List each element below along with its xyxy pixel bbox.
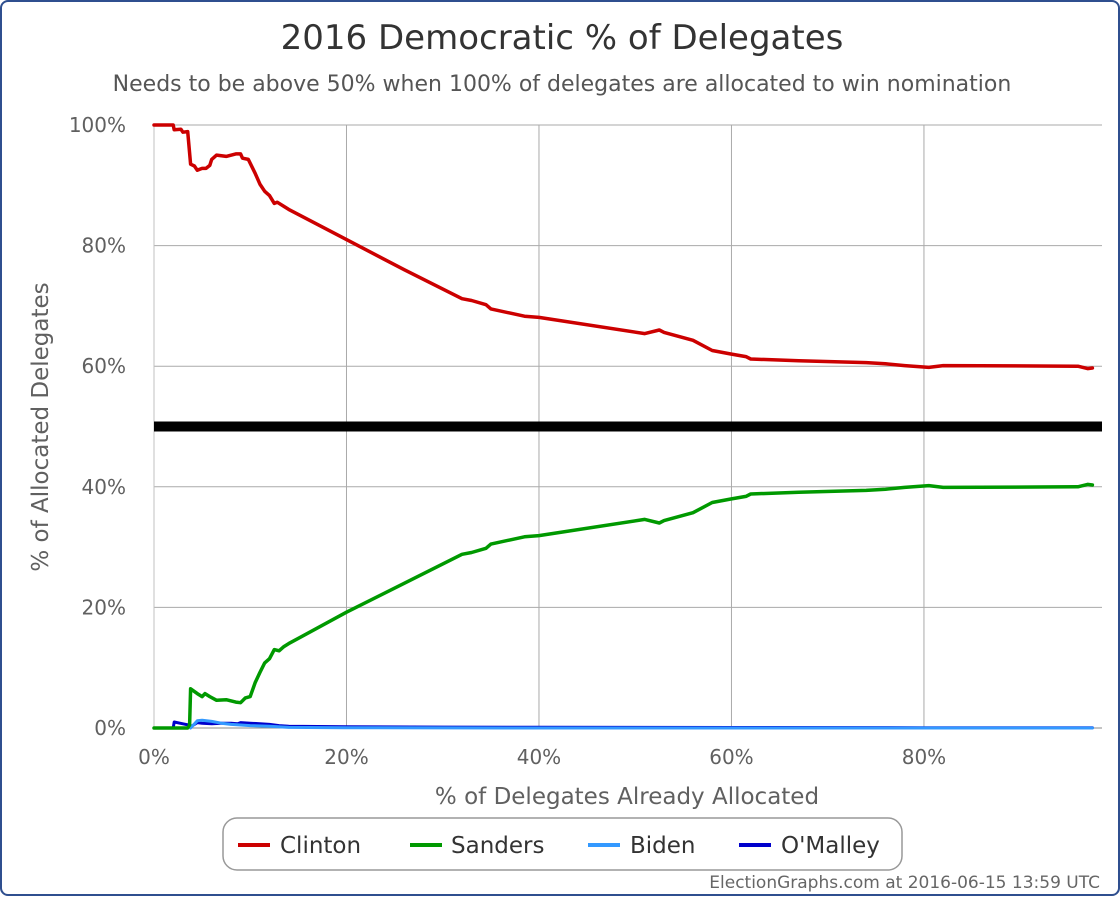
legend-item-omalley[interactable]: O'Malley (739, 833, 880, 859)
plot-area: 0% 20% 40% 60% 80% 100% 0% 20% 40% 60% 80% (69, 113, 1102, 769)
x-tick-label: 0% (138, 745, 170, 769)
y-tick-label: 20% (82, 595, 126, 619)
x-tick-label: 80% (902, 745, 946, 769)
x-tick-label: 20% (324, 745, 368, 769)
series-line-clinton (152, 123, 1095, 371)
chart-title: 2016 Democratic % of Delegates (281, 18, 844, 58)
chart-subtitle: Needs to be above 50% when 100% of deleg… (113, 72, 1012, 97)
x-tick-label: 40% (517, 745, 561, 769)
y-tick-label: 40% (82, 475, 126, 499)
y-axis-title: % of Allocated Delegates (28, 282, 54, 571)
legend: Clinton Sanders Biden O'Malley (222, 817, 903, 871)
legend-label-clinton: Clinton (280, 833, 361, 859)
x-tick-label: 60% (709, 745, 753, 769)
legend-item-sanders[interactable]: Sanders (410, 833, 544, 859)
legend-label-omalley: O'Malley (781, 833, 880, 859)
legend-item-biden[interactable]: Biden (588, 833, 696, 859)
legend-label-sanders: Sanders (451, 833, 544, 859)
y-tick-label: 60% (82, 354, 126, 378)
y-tick-label: 0% (94, 716, 126, 740)
legend-label-biden: Biden (630, 833, 696, 859)
legend-item-clinton[interactable]: Clinton (238, 833, 361, 859)
series-line-sanders (152, 482, 1095, 730)
x-axis-title: % of Delegates Already Allocated (435, 784, 819, 810)
credit-text: ElectionGraphs.com at 2016-06-15 13:59 U… (709, 873, 1100, 893)
series-line-biden (189, 718, 1094, 730)
y-tick-label: 100% (69, 113, 126, 137)
y-tick-label: 80% (82, 234, 126, 258)
legend-box (222, 817, 903, 871)
